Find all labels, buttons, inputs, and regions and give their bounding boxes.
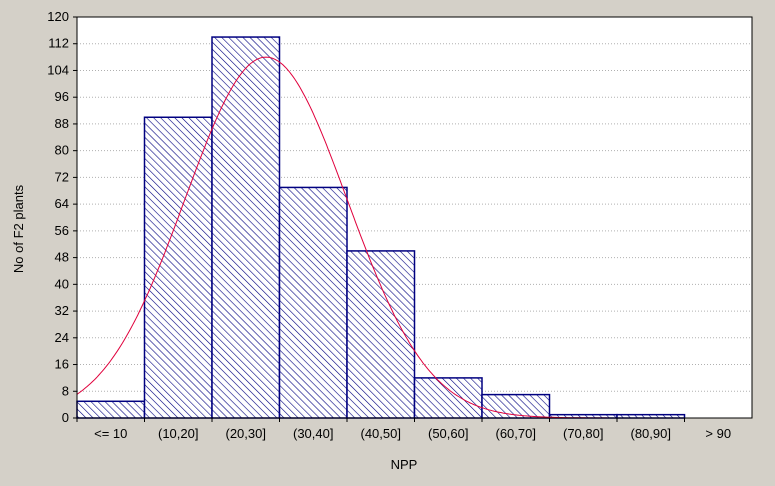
y-tick-label: 72 bbox=[55, 169, 69, 184]
x-tick-label: (50,60] bbox=[428, 426, 468, 441]
histogram-bar bbox=[278, 186, 348, 419]
x-tick-label: (40,50] bbox=[361, 426, 401, 441]
normal-fit-curve bbox=[77, 56, 752, 418]
x-tick-label: (10,20] bbox=[158, 426, 198, 441]
y-tick-label: 56 bbox=[55, 223, 69, 238]
y-tick-label: 40 bbox=[55, 276, 69, 291]
histogram-bar bbox=[616, 413, 686, 419]
histogram-bar bbox=[143, 116, 213, 419]
y-tick-label: 16 bbox=[55, 357, 69, 372]
fitted-curve bbox=[77, 56, 752, 418]
x-tick-label: (30,40] bbox=[293, 426, 333, 441]
x-tick-label: > 90 bbox=[705, 426, 731, 441]
x-tick-label: (80,90] bbox=[631, 426, 671, 441]
y-tick-label: 80 bbox=[55, 143, 69, 158]
x-axis-ticks: <= 10 (10,20] (20,30] (30,40] (40,50] (50,60]… bbox=[76, 418, 731, 441]
histogram-bar bbox=[211, 36, 281, 419]
y-tick-label: 32 bbox=[55, 303, 69, 318]
y-tick-label: 8 bbox=[62, 383, 69, 398]
x-tick-label: <= 10 bbox=[94, 426, 127, 441]
y-tick-label: 96 bbox=[55, 89, 69, 104]
histogram-bar bbox=[76, 400, 146, 419]
y-tick-label: 24 bbox=[55, 330, 69, 345]
y-tick-label: 88 bbox=[55, 116, 69, 131]
x-tick-label: (20,30] bbox=[226, 426, 266, 441]
bars bbox=[76, 36, 686, 419]
y-axis-label: No of F2 plants bbox=[11, 184, 26, 273]
x-axis-label: NPP bbox=[391, 457, 418, 472]
histogram-bar bbox=[413, 377, 483, 419]
histogram-bar bbox=[346, 250, 416, 419]
y-tick-label: 112 bbox=[48, 36, 69, 51]
y-axis-ticks: 0 8 16 24 32 40 48 56 64 72 80 88 96 104 112 120 bbox=[47, 9, 77, 425]
x-tick-label: (60,70] bbox=[496, 426, 536, 441]
y-tick-label: 120 bbox=[47, 9, 69, 24]
y-tick-label: 48 bbox=[55, 250, 69, 265]
y-tick-label: 64 bbox=[55, 196, 69, 211]
y-tick-label: 104 bbox=[47, 62, 69, 77]
x-tick-label: (70,80] bbox=[563, 426, 603, 441]
y-tick-label: 0 bbox=[62, 410, 69, 425]
